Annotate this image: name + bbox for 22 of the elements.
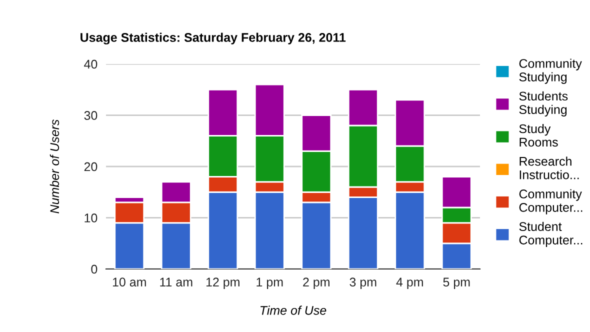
legend-label: Community Computer... (519, 189, 582, 214)
y-tick-label: 0 (91, 264, 98, 274)
chart-title: Usage Statistics: Saturday February 26, 2011 (80, 32, 346, 44)
legend-label: Students Studying (519, 91, 568, 116)
legend-label: Research Instructio... (520, 156, 579, 180)
y-tick-label: 40 (84, 60, 98, 69)
legend-label: Study Rooms (519, 124, 558, 147)
x-tick-label: 3 pm (350, 278, 376, 289)
x-tick-label: 2 pm (303, 278, 330, 289)
x-tick-label: 1 pm (256, 278, 283, 289)
y-tick-label: 20 (84, 162, 98, 172)
x-tick-label: 4 pm (396, 278, 423, 289)
y-axis-title: Number of Users (50, 120, 60, 214)
x-tick-label: 10 am (112, 278, 146, 287)
y-tick-label: 30 (84, 111, 98, 120)
x-tick-label: 5 pm (443, 278, 470, 289)
x-tick-label: 12 pm (206, 278, 240, 289)
legend-label: Student Computer... (519, 222, 582, 247)
x-tick-label: 11 am (160, 278, 192, 287)
legend-label: Community Studying (519, 58, 582, 84)
y-tick-label: 10 (84, 214, 98, 222)
x-axis-title: Time of Use (260, 306, 326, 315)
